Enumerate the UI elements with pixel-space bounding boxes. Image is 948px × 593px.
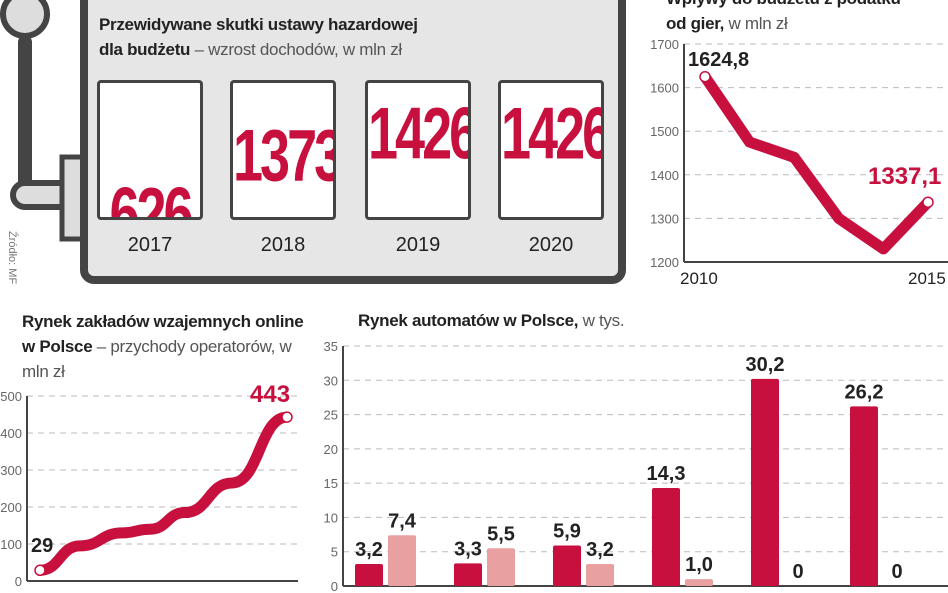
series-line	[34, 411, 293, 576]
bar-label: 3,2	[355, 539, 383, 561]
value-card: 626	[97, 80, 203, 220]
value-card: 1373	[230, 80, 336, 220]
data-label: 1337,1	[868, 163, 941, 190]
y-tick-label: 25	[324, 408, 338, 423]
y-tick-label: 30	[324, 373, 338, 388]
y-tick-label: 10	[324, 510, 338, 525]
x-tick-label: 2010	[680, 269, 718, 288]
y-tick-label: 200	[0, 500, 22, 515]
y-tick-label: 300	[0, 463, 22, 478]
y-tick-label: 35	[324, 339, 338, 354]
bar-label: 14,3	[647, 463, 686, 485]
bar	[388, 535, 416, 586]
bar	[586, 564, 614, 586]
card-year: 2018	[260, 234, 306, 256]
value-card: 1426	[498, 80, 604, 220]
value-card: 1426	[365, 80, 471, 220]
data-point	[281, 411, 293, 423]
lever-illustration	[0, 0, 87, 242]
bar	[850, 406, 878, 586]
bar-label: 26,2	[845, 381, 884, 403]
data-point	[922, 196, 934, 208]
bar-label: 5,9	[553, 521, 581, 543]
chart3-title: Rynek automatów w Polsce, w tys.	[358, 311, 625, 330]
y-tick-label: 1700	[650, 37, 679, 52]
bar	[652, 487, 680, 586]
data-label: 443	[250, 381, 290, 408]
series-line	[699, 71, 934, 255]
card-value: 1373	[233, 115, 336, 197]
y-tick-label: 1500	[650, 124, 679, 139]
card-year: 2020	[528, 234, 574, 256]
data-label: 1624,8	[688, 49, 749, 71]
x-tick-label: 2015	[908, 269, 946, 288]
bar-label: 30,2	[746, 354, 785, 376]
y-tick-label: 0	[15, 574, 22, 589]
card-value: 1426	[368, 93, 471, 175]
y-tick-label: 1400	[650, 168, 679, 183]
card-year: 2019	[395, 234, 441, 256]
y-tick-label: 1600	[650, 81, 679, 96]
y-tick-label: 1200	[650, 255, 679, 270]
y-tick-label: 500	[0, 389, 22, 404]
bar	[751, 378, 779, 586]
card-value: 1426	[501, 93, 604, 175]
y-tick-label: 1300	[650, 211, 679, 226]
y-tick-label: 400	[0, 426, 22, 441]
chart1-title: Wpływy do budżetu z podatku od gier, w m…	[666, 0, 901, 33]
chart2-title: Rynek zakładów wzajemnych online w Polsc…	[22, 312, 304, 381]
card-value: 626	[109, 173, 193, 220]
bar	[553, 545, 581, 586]
bar-label: 7,4	[388, 510, 417, 532]
card-year: 2017	[127, 234, 173, 256]
bar	[454, 563, 482, 586]
y-tick-label: 15	[324, 476, 338, 491]
y-tick-label: 100	[0, 537, 22, 552]
y-tick-label: 5	[331, 545, 338, 560]
bar-label: 3,3	[454, 538, 482, 560]
bar-label: 3,2	[586, 539, 614, 561]
y-tick-label: 20	[324, 442, 338, 457]
bar-label: 1,0	[685, 554, 713, 576]
bar-label: 0	[891, 561, 902, 583]
bar-label: 5,5	[487, 523, 515, 545]
panel-title: Przewidywane skutki ustawy hazardowej dl…	[99, 15, 418, 59]
data-label: 29	[31, 535, 53, 557]
bar	[685, 579, 713, 586]
bar-label: 0	[792, 561, 803, 583]
y-tick-label: 0	[331, 579, 338, 593]
bar	[355, 564, 383, 586]
data-point	[34, 564, 46, 577]
bar	[487, 548, 515, 586]
data-point	[699, 71, 711, 83]
